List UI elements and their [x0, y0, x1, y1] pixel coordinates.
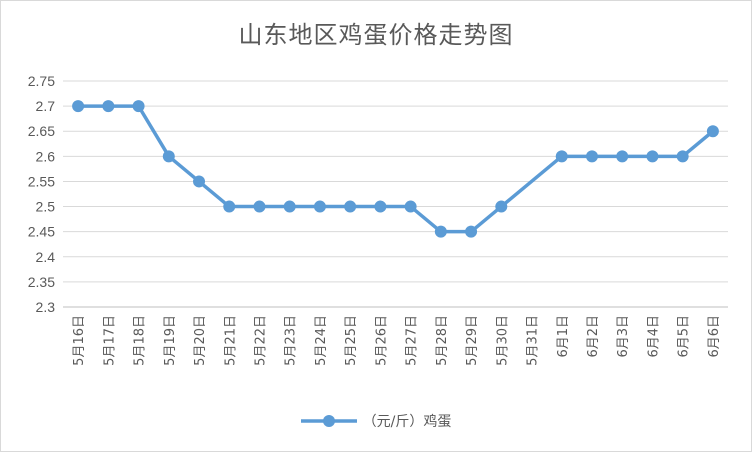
x-tick-label: 5月17日	[102, 315, 117, 366]
data-point	[223, 200, 236, 213]
y-tick-label: 2.4	[36, 249, 56, 265]
data-point	[193, 175, 206, 188]
series-layer	[72, 100, 719, 238]
x-tick-label: 6月4日	[646, 315, 661, 358]
x-tick-label: 5月29日	[465, 315, 480, 366]
x-tick-label: 5月19日	[163, 315, 178, 366]
data-point	[676, 150, 689, 163]
data-point	[495, 200, 508, 213]
y-tick-label: 2.7	[36, 98, 56, 114]
y-tick-label: 2.5	[36, 199, 56, 215]
data-point	[162, 150, 175, 163]
data-point	[374, 200, 387, 213]
x-tick-label: 5月25日	[344, 315, 359, 366]
y-tick-label: 2.75	[28, 73, 55, 89]
y-axis-ticks: 2.75 2.7 2.65 2.6 2.55 2.5 2.45 2.4 2.35 2.3	[28, 73, 55, 315]
x-axis-ticks: 5月16日 5月17日 5月18日 5月19日 5月20日 5月21日 5月22日 5月23日…	[72, 315, 722, 366]
data-point	[132, 100, 145, 113]
y-tick-label: 2.65	[28, 123, 55, 139]
y-tick-label: 2.55	[28, 173, 55, 189]
x-tick-label: 5月18日	[133, 315, 148, 366]
data-point	[555, 150, 568, 163]
series-line	[78, 104, 715, 234]
x-tick-label: 5月21日	[223, 315, 238, 366]
data-point	[616, 150, 629, 163]
data-point	[706, 125, 719, 138]
data-point	[585, 150, 598, 163]
x-tick-label: 6月5日	[677, 315, 692, 358]
y-tick-label: 2.3	[36, 299, 56, 315]
legend: （元/斤）鸡蛋	[1, 411, 751, 431]
data-point	[313, 200, 326, 213]
x-tick-label: 5月27日	[405, 315, 420, 366]
x-tick-label: 5月24日	[314, 315, 329, 366]
data-point	[72, 100, 85, 113]
data-point	[283, 200, 296, 213]
legend-label: （元/斤）鸡蛋	[362, 414, 452, 430]
x-tick-label: 6月3日	[616, 315, 631, 358]
x-tick-label: 5月23日	[284, 315, 299, 366]
x-tick-label: 5月30日	[495, 315, 510, 366]
y-tick-label: 2.45	[28, 224, 55, 240]
x-tick-label: 5月20日	[193, 315, 208, 366]
chart-title: 山东地区鸡蛋价格走势图	[238, 21, 514, 49]
x-tick-label: 6月6日	[707, 315, 722, 358]
x-tick-label: 5月26日	[374, 315, 389, 366]
data-point	[465, 225, 478, 238]
data-point	[646, 150, 659, 163]
x-tick-label: 6月2日	[586, 315, 601, 358]
data-point	[344, 200, 357, 213]
data-point	[404, 200, 417, 213]
x-tick-label: 5月16日	[72, 315, 87, 366]
y-tick-label: 2.35	[28, 274, 55, 290]
data-point	[102, 100, 115, 113]
data-point	[253, 200, 266, 213]
x-tick-label: 5月22日	[253, 315, 268, 366]
x-tick-label: 6月1日	[556, 315, 571, 358]
x-tick-label: 5月28日	[435, 315, 450, 366]
gridlines	[63, 80, 728, 308]
data-point	[434, 225, 447, 238]
legend-swatch-icon	[300, 415, 357, 427]
x-tick-label: 5月31日	[526, 315, 541, 366]
y-tick-label: 2.6	[36, 148, 56, 164]
